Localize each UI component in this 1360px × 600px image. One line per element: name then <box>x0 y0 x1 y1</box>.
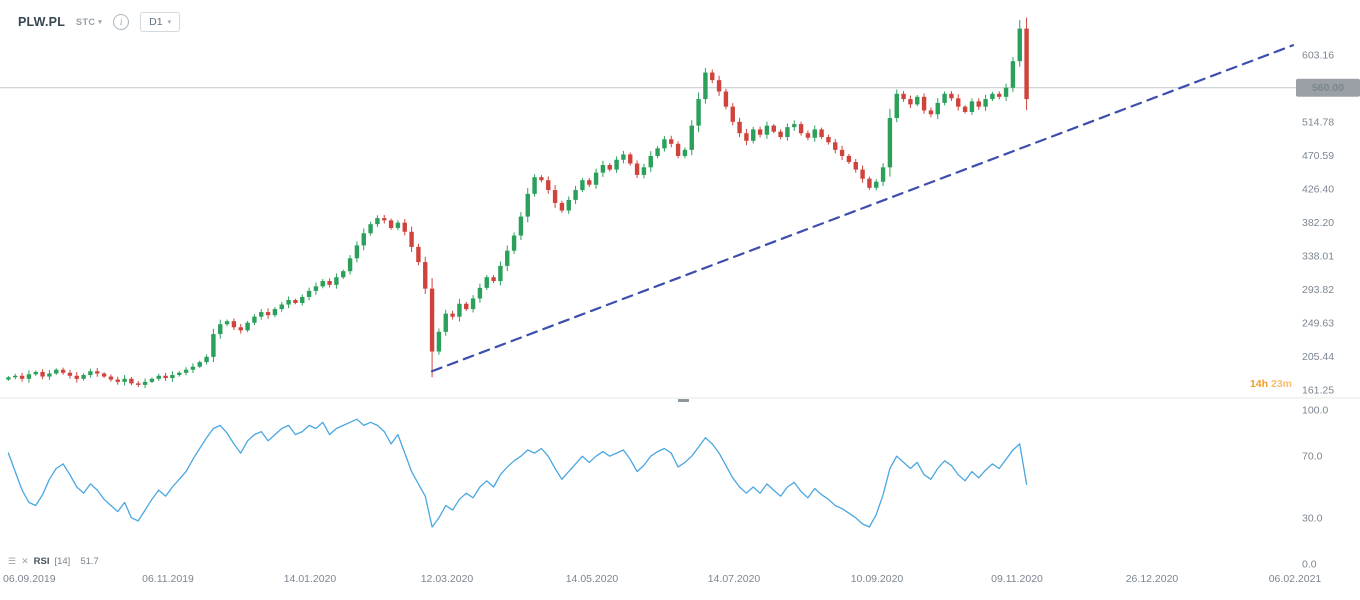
time-axis[interactable]: 06.09.2019 06.11.2019 14.01.2020 12.03.2020… <box>3 573 1321 585</box>
rsi-line <box>7 418 1028 528</box>
svg-text:161.25: 161.25 <box>1302 385 1334 397</box>
svg-text:30.0: 30.0 <box>1302 512 1323 524</box>
chart-toolbar: PLW.PL STC ▾ i D1 ▾ <box>18 12 181 32</box>
price-axis[interactable]: 603.16 514.78 470.59 426.40 382.20 338.01 293.… <box>1302 50 1334 397</box>
svg-text:293.82: 293.82 <box>1302 284 1334 296</box>
trendline-annotation[interactable] <box>430 44 1295 373</box>
svg-text:603.16: 603.16 <box>1302 50 1334 62</box>
panel-resize-handle[interactable] <box>678 399 689 402</box>
rsi-indicator-label: ☰ ✕ RSI [14] 51.7 <box>8 556 99 567</box>
info-icon[interactable]: i <box>113 14 130 30</box>
rsi-current-value: 51.7 <box>80 556 99 567</box>
indicator-close-icon[interactable]: ✕ <box>21 556 29 566</box>
svg-text:470.59: 470.59 <box>1302 150 1334 162</box>
timeframe-label: D1 <box>149 16 163 28</box>
svg-text:14.01.2020: 14.01.2020 <box>284 573 337 585</box>
svg-text:09.11.2020: 09.11.2020 <box>991 573 1043 585</box>
rsi-name: RSI <box>33 556 50 567</box>
svg-text:14h 23m: 14h 23m <box>1250 378 1292 390</box>
svg-text:514.78: 514.78 <box>1302 116 1334 128</box>
indicator-selector[interactable]: STC ▾ <box>76 17 102 27</box>
svg-text:06.09.2019: 06.09.2019 <box>3 573 56 585</box>
svg-text:205.44: 205.44 <box>1302 351 1334 363</box>
svg-text:382.20: 382.20 <box>1302 217 1334 229</box>
svg-text:249.63: 249.63 <box>1302 318 1334 330</box>
chevron-down-icon: ▾ <box>98 18 103 26</box>
svg-text:12.03.2020: 12.03.2020 <box>421 573 474 585</box>
svg-text:0.0: 0.0 <box>1302 559 1317 571</box>
svg-text:06.02.2021: 06.02.2021 <box>1269 573 1322 585</box>
candlestick-series <box>6 17 1029 389</box>
svg-text:338.01: 338.01 <box>1302 251 1334 263</box>
svg-text:70.0: 70.0 <box>1302 451 1323 463</box>
rsi-period: [14] <box>54 556 71 567</box>
rsi-scale-axis[interactable]: 100.0 70.0 30.0 0.0 <box>1302 405 1328 571</box>
symbol-label: PLW.PL <box>18 15 66 29</box>
svg-text:14.07.2020: 14.07.2020 <box>708 573 761 585</box>
indicator-settings-icon[interactable]: ☰ <box>8 556 17 566</box>
svg-text:100.0: 100.0 <box>1302 405 1328 417</box>
svg-text:26.12.2020: 26.12.2020 <box>1126 573 1179 585</box>
current-price-badge: 560.00 <box>1296 78 1360 97</box>
indicator-selector-label: STC <box>76 17 96 27</box>
svg-text:06.11.2019: 06.11.2019 <box>142 573 194 585</box>
chevron-down-icon: ▾ <box>167 18 172 26</box>
svg-text:14.05.2020: 14.05.2020 <box>566 573 619 585</box>
svg-text:10.09.2020: 10.09.2020 <box>851 573 904 585</box>
timeframe-dropdown[interactable]: D1 ▾ <box>140 12 181 32</box>
svg-text:560.00: 560.00 <box>1312 82 1344 94</box>
svg-text:426.40: 426.40 <box>1302 183 1334 195</box>
candle-countdown-timer: 14h 23m <box>1250 378 1292 390</box>
